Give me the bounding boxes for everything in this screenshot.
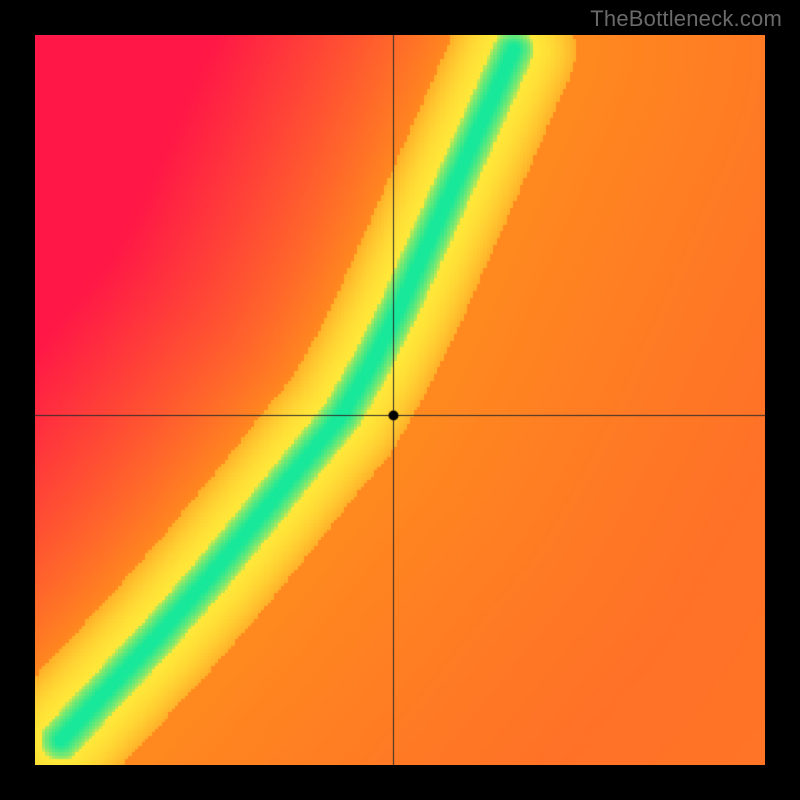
watermark-text: TheBottleneck.com (590, 6, 782, 32)
bottleneck-heatmap (35, 35, 765, 765)
chart-container: TheBottleneck.com (0, 0, 800, 800)
